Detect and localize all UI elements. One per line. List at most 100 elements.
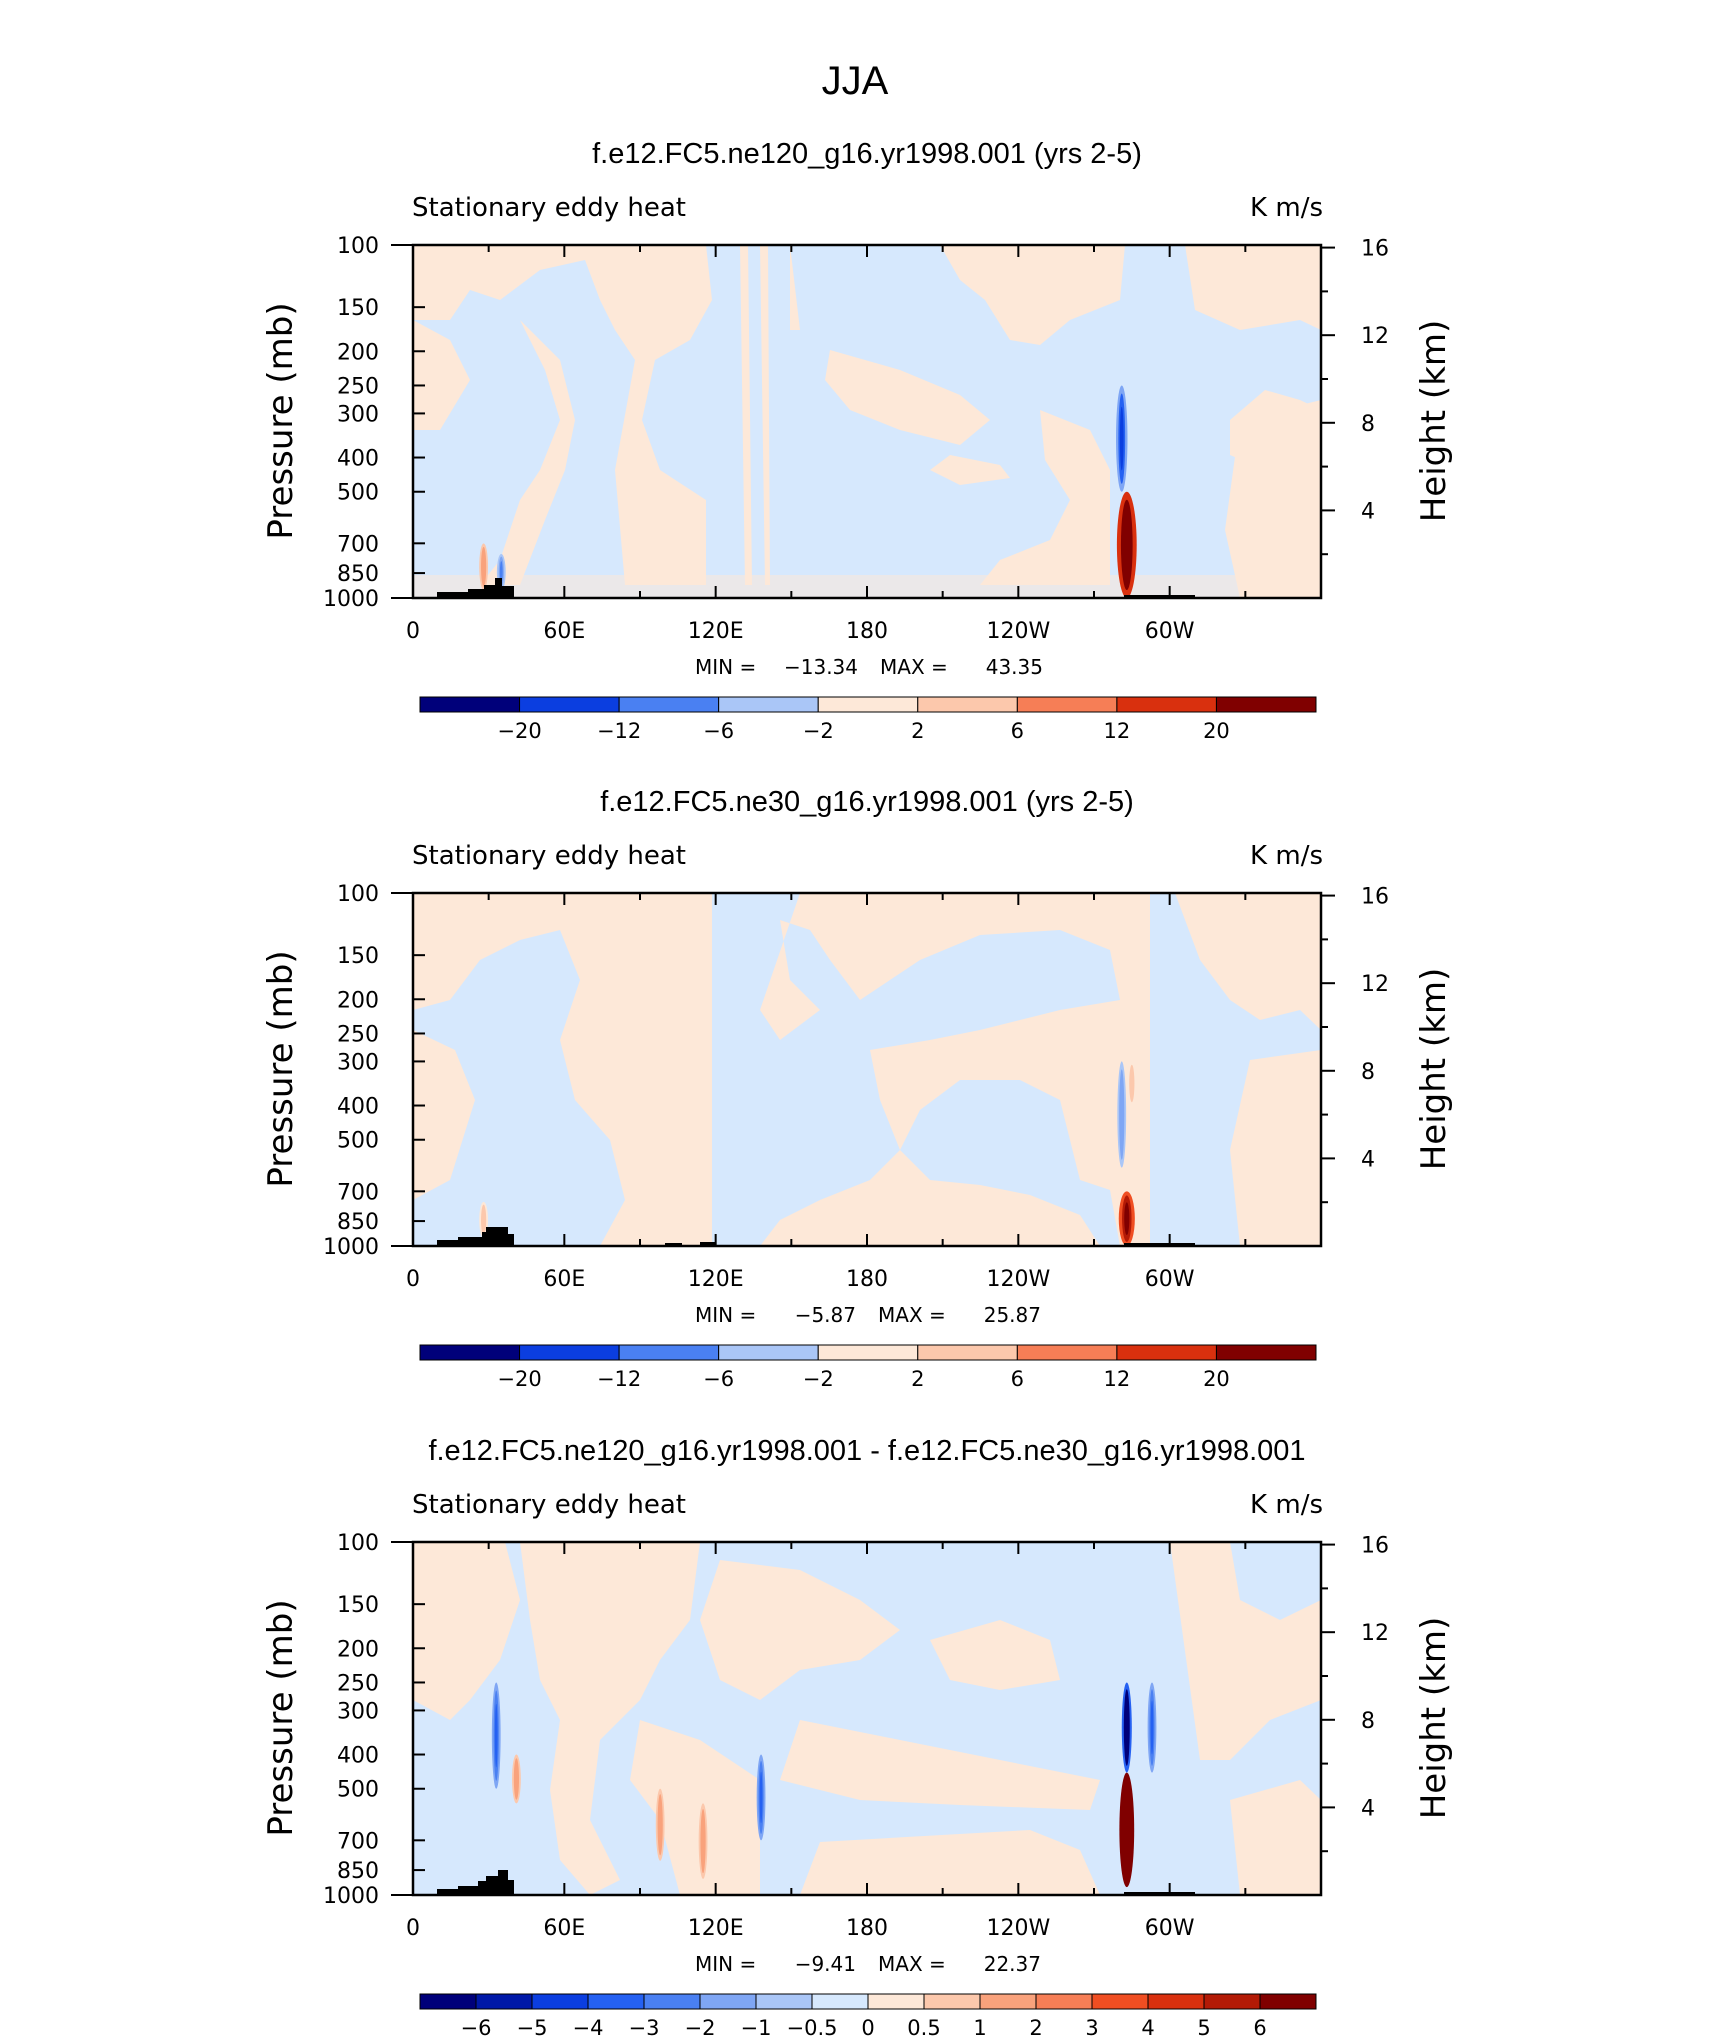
x-tick-label: 120E [688,1267,744,1292]
y-tick-label: 100 [337,1531,379,1556]
panel-1-positive-region [413,893,712,1246]
panel-2-positive-region [630,1720,760,1895]
x-tick-label: 0 [406,1267,420,1292]
y-tick-right-label: 16 [1361,237,1389,262]
panel-1-min-label: MIN = [695,1303,756,1327]
y-tick-label: 300 [337,1699,379,1724]
y-tick-label: 300 [337,1050,379,1075]
colorbar-label: 0 [861,2016,874,2038]
panel-2-max-label: MAX = [878,1952,946,1976]
extreme-peak [759,1771,763,1824]
x-tick-label: 120W [986,1267,1050,1292]
panel-1-min-value: −5.87 [795,1303,856,1327]
colorbar-label: 5 [1197,2016,1210,2038]
colorbar-label: −2 [803,1367,834,1391]
y-tick-right-label: 8 [1361,412,1375,437]
y-tick-label: 850 [337,562,379,587]
y-tick-label: 150 [337,1593,379,1618]
colorbar-label: 6 [1011,1367,1024,1391]
panel-2-positive-region [413,1542,520,1720]
panel-1-positive-region [760,893,1150,1246]
x-tick-label: 60W [1145,1267,1195,1292]
colorbar-box [699,1993,757,2010]
panel-1: f.e12.FC5.ne30_g16.yr1998.001 (yrs 2-5) … [261,786,1454,1391]
colorbar-box [475,1993,533,2010]
x-tick-label: 60W [1145,1916,1195,1941]
x-tick-label: 120E [688,1916,744,1941]
panel-2-ylabel: Pressure (mb) [261,1599,301,1836]
panel-0-positive-region [790,245,800,330]
y-tick-right-label: 8 [1361,1709,1375,1734]
y-tick-label: 700 [337,1180,379,1205]
panel-0-colorbar: −20 −12 −6 −2 2 6 12 20 [419,696,1317,743]
y-tick-label: 1000 [323,1235,379,1260]
panel-2-min-value: −9.41 [795,1952,856,1976]
colorbar-label: 12 [1104,719,1131,743]
colorbar-box [923,1993,981,2010]
y-tick-label: 100 [337,882,379,907]
colorbar-label: −1 [741,2016,772,2038]
colorbar-box [1203,1993,1261,2010]
panel-1-colorbar: −20 −12 −6 −2 2 6 12 20 [419,1344,1317,1391]
panel-0-positive-region [413,245,712,585]
panel-0-positive-region [1230,390,1321,470]
colorbar-label: −2 [685,2016,716,2038]
colorbar-label: −0.5 [787,2016,838,2038]
y-tick-label: 100 [337,234,379,259]
panel-1-positive-region [1175,893,1321,1030]
panel-2-topography-asia [437,1870,514,1895]
colorbar-label: −12 [597,1367,641,1391]
panel-2: f.e12.FC5.ne120_g16.yr1998.001 - f.e12.F… [261,1435,1454,2038]
panel-0-subtitle-right: K m/s [1250,193,1323,223]
panel-2-ylabel-right: Height (km) [1414,1617,1454,1820]
x-tick-label: 120E [688,619,744,644]
panel-0-ylabel-right: Height (km) [1414,320,1454,523]
colorbar-label: −2 [803,719,834,743]
y-tick-label: 150 [337,296,379,321]
x-tick-label: 180 [846,1916,888,1941]
panel-1-extremes [479,1061,1137,1246]
colorbar-box [1116,1344,1217,1361]
y-tick-label: 250 [337,1022,379,1047]
extreme-peak [1120,1082,1124,1147]
colorbar-box [1116,696,1217,713]
panel-1-ylabel-right: Height (km) [1414,968,1454,1171]
panel-2-positive-region [800,1830,1100,1895]
colorbar-label: 4 [1141,2016,1154,2038]
colorbar-label: −6 [703,1367,734,1391]
panel-2-positive-region [700,1560,900,1700]
extreme-peak [1119,406,1124,471]
panel-2-positive-region [1170,1542,1321,1760]
panel-0-positive-region [940,245,1125,345]
figure-title: JJA [822,59,889,103]
panel-0-positive-region [980,410,1110,585]
colorbar-box [419,696,521,713]
colorbar-box [643,1993,701,2010]
colorbar-box [618,696,720,713]
panel-1-title: f.e12.FC5.ne30_g16.yr1998.001 (yrs 2-5) [600,786,1134,818]
colorbar-label: 2 [911,719,924,743]
extreme-peak [658,1803,662,1847]
colorbar-box [718,1344,819,1361]
y-tick-label: 300 [337,402,379,427]
panel-0-ylabel: Pressure (mb) [261,302,301,539]
y-tick-right-label: 12 [1361,972,1389,997]
colorbar-label: 20 [1203,1367,1230,1391]
panel-2-min-label: MIN = [695,1952,756,1976]
y-tick-label: 200 [337,1637,379,1662]
x-tick-label: 0 [406,1916,420,1941]
panel-2-positive-region [930,1620,1060,1690]
colorbar-label: 6 [1011,719,1024,743]
colorbar-box [618,1344,720,1361]
y-tick-right-label: 16 [1361,1534,1389,1559]
panel-2-subtitle-right: K m/s [1250,1490,1323,1520]
panel-1-subtitle-left: Stationary eddy heat [412,841,686,871]
y-tick-label: 150 [337,944,379,969]
panel-0-subtitle-left: Stationary eddy heat [412,193,686,223]
y-tick-label: 400 [337,1744,379,1769]
panel-2-colorbar: −6 −5 −4 −3 −2 −1 −0.5 0 0.5 1 2 3 4 5 6 [419,1993,1317,2038]
y-tick-label: 500 [337,481,379,506]
x-tick-label: 180 [846,619,888,644]
colorbar-box [1091,1993,1149,2010]
colorbar-label: −4 [573,2016,604,2038]
